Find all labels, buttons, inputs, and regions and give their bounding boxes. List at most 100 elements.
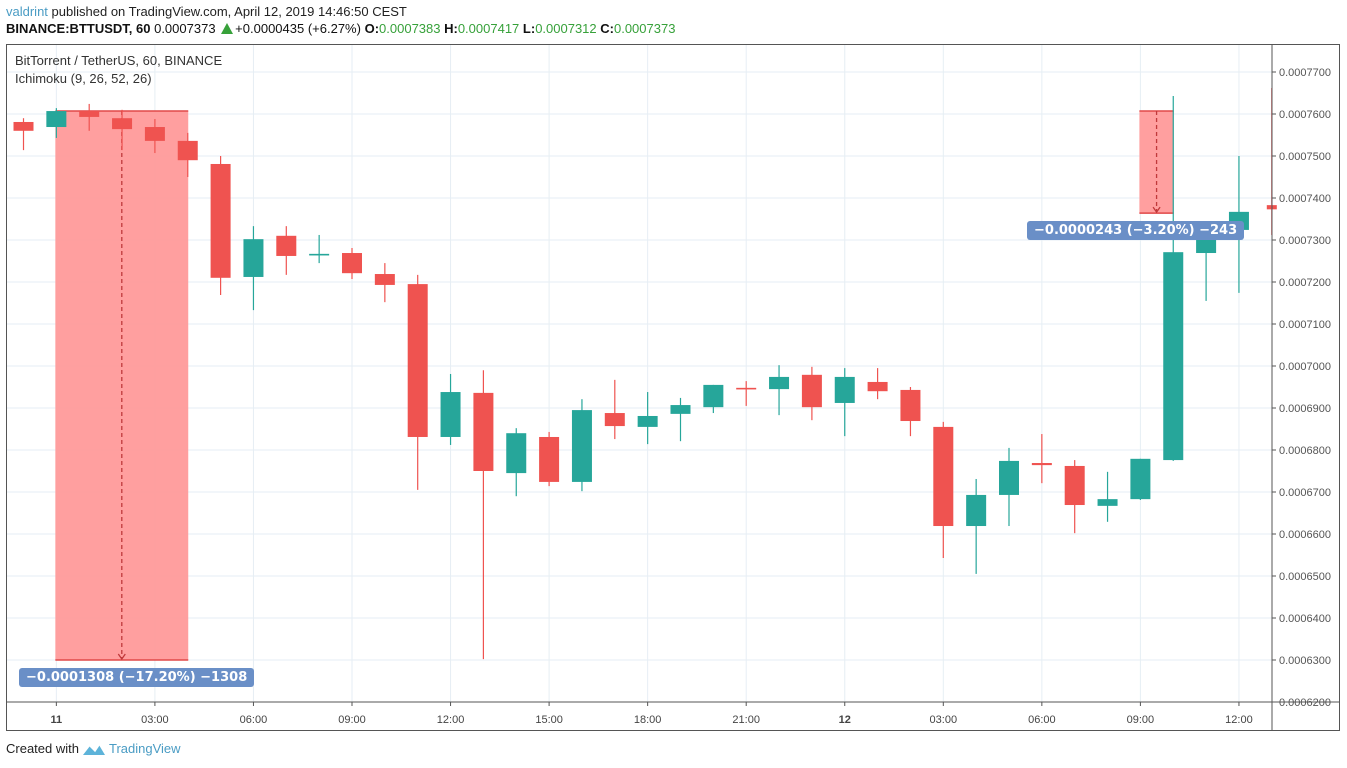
price-tick-label: 0.0006700	[1279, 487, 1331, 499]
candle	[309, 234, 330, 264]
chart-frame	[6, 44, 1340, 731]
time-tick-label: 15:00	[535, 714, 563, 726]
price-tick-label: 0.0006500	[1279, 571, 1331, 583]
created-with-text: Created with	[6, 741, 79, 756]
candle	[79, 103, 100, 131]
footer: Created with TradingView	[6, 741, 181, 756]
open-label: O:	[364, 21, 380, 36]
candle	[276, 226, 297, 275]
low-label: L:	[522, 21, 536, 36]
candle	[1130, 458, 1151, 500]
author-link[interactable]: valdrint	[6, 4, 48, 19]
time-tick-label: 12:00	[1225, 714, 1253, 726]
time-tick-label: 06:00	[1028, 714, 1056, 726]
candle	[243, 226, 264, 311]
publish-info: valdrint published on TradingView.com, A…	[6, 4, 407, 19]
time-tick-label: 09:00	[1127, 714, 1155, 726]
time-tick-label: 11	[51, 714, 63, 726]
candle	[407, 274, 428, 490]
candle	[374, 263, 395, 303]
symbol-label: BINANCE:BTTUSDT, 60	[6, 21, 151, 36]
candle	[112, 109, 133, 151]
price-range-measure[interactable]	[55, 110, 189, 661]
series-title: BitTorrent / TetherUS, 60, BINANCE	[15, 53, 223, 68]
candle	[506, 428, 527, 497]
candle	[473, 370, 494, 660]
low-value: 0.0007312	[535, 21, 597, 36]
up-arrow-icon	[221, 23, 234, 34]
candles	[13, 87, 1277, 660]
price-tick-label: 0.0007500	[1279, 151, 1331, 163]
open-value: 0.0007383	[379, 21, 441, 36]
last-price: 0.0007373	[154, 21, 216, 36]
chart-legend: BitTorrent / TetherUS, 60, BINANCE Ichim…	[15, 52, 222, 88]
time-tick-label: 12:00	[437, 714, 465, 726]
candle	[736, 381, 757, 406]
candle	[867, 368, 888, 400]
time-tick-label: 12	[839, 714, 851, 726]
price-tick-label: 0.0006200	[1279, 697, 1331, 709]
candle	[539, 431, 560, 487]
time-axis[interactable]: 11 03:00 06:00 09:00 12:00 15:00 18:00 21:00 12 0…	[6, 701, 1340, 726]
indicator-label[interactable]: Ichimoku (9, 26, 52, 26)	[15, 71, 152, 86]
arrow-down-icon	[1152, 206, 1161, 214]
price-tick-label: 0.0007600	[1279, 109, 1331, 121]
time-tick-label: 03:00	[930, 714, 958, 726]
price-tick-label: 0.0006600	[1279, 529, 1331, 541]
time-tick-label: 18:00	[634, 714, 662, 726]
time-tick-label: 03:00	[141, 714, 169, 726]
price-axis[interactable]: 0.0007700 0.0007600 0.0007500 0.0007400 0.00…	[1271, 44, 1331, 730]
candle	[144, 119, 165, 154]
candle	[571, 399, 592, 492]
measure-tools[interactable]	[55, 110, 1174, 661]
close-label: C:	[600, 21, 614, 36]
candle	[900, 387, 921, 437]
time-tick-label: 09:00	[338, 714, 366, 726]
candle	[604, 379, 625, 440]
candle	[966, 478, 987, 574]
symbol-info-bar: BINANCE:BTTUSDT, 60 0.0007373 +0.0000435…	[6, 21, 675, 36]
time-tick-label: 06:00	[240, 714, 268, 726]
price-tick-label: 0.0006900	[1279, 403, 1331, 415]
candle	[703, 384, 724, 414]
candle	[801, 366, 822, 421]
price-tick-label: 0.0007200	[1279, 277, 1331, 289]
candle	[1031, 434, 1052, 484]
candle	[933, 421, 954, 558]
candle	[177, 132, 198, 177]
high-label: H:	[444, 21, 458, 36]
candle	[210, 156, 231, 296]
price-tick-label: 0.0007000	[1279, 361, 1331, 373]
candle	[46, 108, 67, 138]
price-tick-label: 0.0006300	[1279, 655, 1331, 667]
candle	[999, 447, 1019, 527]
measure-label: −0.0000243 (−3.20%) −243	[1027, 221, 1245, 240]
published-text: published on TradingView.com, April 12, …	[51, 4, 407, 19]
candle	[1097, 471, 1118, 522]
candle	[637, 392, 658, 445]
price-tick-label: 0.0006400	[1279, 613, 1331, 625]
price-tick-label: 0.0006800	[1279, 445, 1331, 457]
price-tick-label: 0.0007400	[1279, 193, 1331, 205]
candle	[13, 118, 34, 151]
close-value: 0.0007373	[613, 21, 676, 36]
price-tick-label: 0.0007300	[1279, 235, 1331, 247]
candle	[342, 247, 362, 280]
candle	[1064, 460, 1085, 534]
candle	[670, 397, 691, 442]
tradingview-logo-icon	[82, 744, 105, 755]
candle	[440, 373, 461, 445]
candle	[769, 365, 790, 416]
tradingview-brand[interactable]: TradingView	[108, 741, 181, 756]
price-tick-label: 0.0007700	[1279, 67, 1331, 79]
price-change: +0.0000435 (+6.27%)	[235, 21, 361, 36]
candle	[834, 368, 855, 437]
measure-label: −0.0001308 (−17.20%) −1308	[19, 668, 255, 687]
price-tick-label: 0.0007100	[1279, 319, 1331, 331]
candle	[1196, 229, 1217, 301]
price-range-measure[interactable]	[1139, 110, 1174, 214]
time-tick-label: 21:00	[732, 714, 760, 726]
candle	[1163, 95, 1184, 461]
arrow-down-icon	[117, 653, 126, 661]
